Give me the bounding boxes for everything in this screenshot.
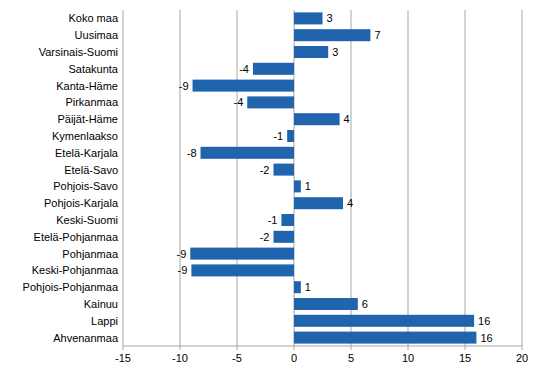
category-label: Etelä-Savo: [64, 164, 118, 176]
grid-line: [123, 10, 124, 346]
data-label: 16: [478, 315, 490, 327]
data-label: 1: [305, 180, 311, 192]
bar: [273, 231, 294, 243]
data-label: -9: [178, 264, 188, 276]
tick-label: 15: [459, 352, 471, 364]
x-axis: [123, 346, 522, 347]
category-label: Varsinais-Suomi: [39, 46, 118, 58]
category-label: Kanta-Häme: [56, 80, 118, 92]
tick-label: 0: [291, 352, 297, 364]
category-label: Kymenlaakso: [52, 130, 118, 142]
data-label: 3: [327, 12, 333, 24]
tick-label: -15: [115, 352, 131, 364]
tick-label: 5: [348, 352, 354, 364]
category-label: Pirkanmaa: [65, 96, 118, 108]
bar: [294, 298, 358, 310]
data-label: 6: [362, 298, 368, 310]
data-label: 4: [347, 197, 353, 209]
bar: [247, 96, 294, 108]
data-label: -1: [268, 214, 278, 226]
data-label: -9: [176, 248, 186, 260]
bar: [294, 29, 370, 41]
bar: [191, 264, 294, 276]
tick-label: -5: [232, 352, 242, 364]
data-label: -4: [233, 96, 243, 108]
grid-line: [522, 10, 523, 346]
bar: [294, 12, 323, 24]
data-label: 4: [344, 113, 350, 125]
grid-line: [465, 10, 466, 346]
bar: [294, 46, 328, 58]
bars: [190, 12, 476, 343]
data-label: -2: [260, 164, 270, 176]
bar: [190, 248, 294, 260]
bar: [281, 214, 294, 226]
data-label: 16: [480, 332, 492, 344]
bar: [193, 80, 294, 92]
bar: [273, 164, 294, 176]
bar: [294, 332, 476, 344]
tick-mark: [408, 346, 409, 350]
bar: [294, 113, 340, 125]
category-label: Ahvenanmaa: [53, 332, 119, 344]
tick-mark: [351, 346, 352, 350]
category-label: Keski-Suomi: [56, 214, 118, 226]
tick-mark: [465, 346, 466, 350]
data-label: 1: [305, 281, 311, 293]
data-label: -4: [239, 63, 249, 75]
tick-mark: [237, 346, 238, 350]
data-label: -8: [187, 147, 197, 159]
chart: -15 -10 -5 0 5 10 15 20 Koko maa 3 Uusimaa 7 Varsina…: [0, 0, 544, 374]
grid-line: [180, 10, 181, 346]
data-label: -1: [273, 130, 283, 142]
category-label: Pohjanmaa: [62, 248, 119, 260]
category-label: Pohjois-Pohjanmaa: [23, 281, 119, 293]
category-label: Lappi: [91, 315, 118, 327]
data-label: 7: [374, 29, 380, 41]
tick-mark: [522, 346, 523, 350]
category-label: Päijät-Häme: [57, 113, 118, 125]
data-label: 3: [332, 46, 338, 58]
bar: [294, 315, 474, 327]
bar: [294, 281, 301, 293]
category-label: Kainuu: [84, 298, 118, 310]
bar: [294, 197, 343, 209]
tick-mark: [180, 346, 181, 350]
tick-label: -10: [172, 352, 188, 364]
grid-line: [294, 10, 295, 346]
bar: [294, 180, 301, 192]
tick-mark: [294, 346, 295, 350]
tick-label: 10: [402, 352, 414, 364]
category-label: Pohjois-Savo: [53, 180, 118, 192]
category-label: Pohjois-Karjala: [44, 197, 119, 209]
grid-line: [408, 10, 409, 346]
data-label: -2: [260, 231, 270, 243]
category-label: Etelä-Pohjanmaa: [34, 231, 119, 243]
category-label: Koko maa: [68, 12, 118, 24]
bar: [253, 63, 294, 75]
tick-label: 20: [516, 352, 528, 364]
grid-line: [237, 10, 238, 346]
tick-mark: [123, 346, 124, 350]
data-label: -9: [179, 80, 189, 92]
category-label: Keski-Pohjanmaa: [32, 264, 119, 276]
category-label: Uusimaa: [75, 29, 119, 41]
grid-line: [351, 10, 352, 346]
category-label: Satakunta: [68, 63, 118, 75]
bar: [201, 147, 294, 159]
bar: [287, 130, 294, 142]
category-label: Etelä-Karjala: [55, 147, 119, 159]
